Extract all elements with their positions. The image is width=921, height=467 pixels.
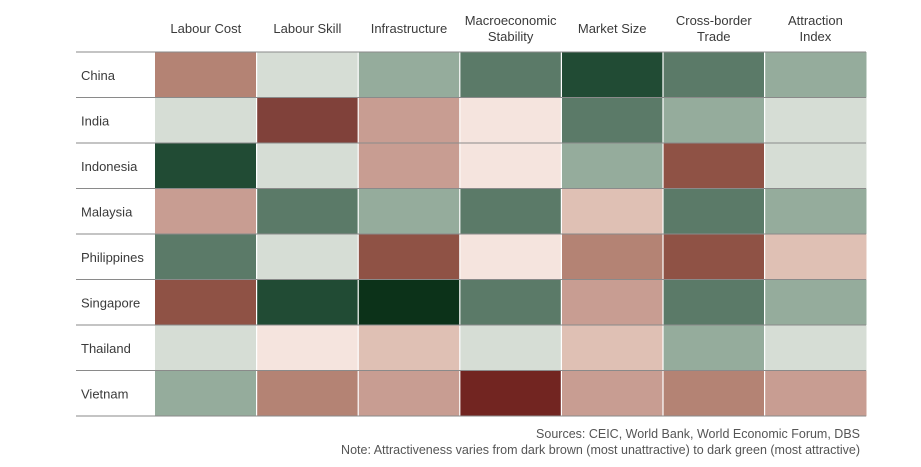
- row-label: Indonesia: [81, 159, 138, 174]
- heatmap-cell: [155, 234, 257, 280]
- chart-notes: Sources: CEIC, World Bank, World Economi…: [341, 426, 860, 458]
- column-header: Attraction Index: [788, 13, 843, 44]
- heatmap-cell: [459, 279, 562, 326]
- heatmap-cell: [561, 143, 664, 189]
- heatmap-cell: [764, 188, 867, 235]
- heatmap-cell: [459, 325, 562, 371]
- scale-note: Note: Attractiveness varies from dark br…: [341, 443, 860, 457]
- heatmap-cell: [256, 188, 359, 235]
- heatmap-cell: [155, 325, 257, 371]
- heatmap-cell: [358, 97, 461, 144]
- heatmap-cell: [155, 279, 257, 326]
- heatmap-cell: [155, 97, 257, 144]
- heatmap-cell: [256, 52, 359, 98]
- row-label: Thailand: [81, 341, 131, 356]
- heatmap-cell: [256, 370, 359, 417]
- heatmap-cell: [561, 52, 664, 98]
- attractiveness-heatmap: Labour Cost Labour Skill Infrastructure Mac…: [76, 13, 867, 417]
- heatmap-cell: [561, 188, 664, 235]
- heatmap-cell: [256, 279, 359, 326]
- heatmap-cell: [155, 188, 257, 235]
- sources-note: Sources: CEIC, World Bank, World Economi…: [536, 427, 860, 441]
- heatmap-cell: [358, 370, 461, 417]
- heatmap-cell: [155, 370, 257, 417]
- heatmap-cell: [663, 97, 765, 144]
- heatmap-cell: [764, 325, 867, 371]
- heatmap-cell: [155, 143, 257, 189]
- heatmap-cell: [358, 52, 461, 98]
- heatmap-cell: [459, 370, 562, 417]
- heatmap-cell: [358, 188, 461, 235]
- heatmap-cell: [663, 188, 765, 235]
- heatmap-cell: [663, 370, 765, 417]
- column-header: Labour Skill: [273, 21, 341, 36]
- heatmap-cell: [561, 370, 664, 417]
- heatmap-cell: [459, 234, 562, 280]
- heatmap-cell: [155, 52, 257, 98]
- heatmap-cell: [663, 143, 765, 189]
- heatmap-cell: [764, 143, 867, 189]
- heatmap-cell: [561, 325, 664, 371]
- heatmap-cell: [256, 97, 359, 144]
- row-label: Singapore: [81, 295, 140, 310]
- column-header: Macroeconomic Stability: [465, 13, 557, 44]
- heatmap-cell: [561, 97, 664, 144]
- row-label: Philippines: [81, 250, 144, 265]
- heatmap-cell: [459, 97, 562, 144]
- row-label: Vietnam: [81, 386, 128, 401]
- heatmap-cell: [459, 52, 562, 98]
- heatmap-cell: [459, 143, 562, 189]
- heatmap-cell: [663, 234, 765, 280]
- heatmap-cell: [764, 234, 867, 280]
- column-header: Cross-border Trade: [676, 13, 753, 44]
- row-label: Malaysia: [81, 204, 133, 219]
- heatmap-cell: [663, 52, 765, 98]
- heatmap-cell: [358, 279, 461, 326]
- row-label: China: [81, 68, 116, 83]
- column-header: Labour Cost: [170, 21, 241, 36]
- heatmap-cell: [256, 234, 359, 280]
- heatmap-cell: [256, 143, 359, 189]
- column-header: Market Size: [578, 21, 647, 36]
- heatmap-cell: [561, 234, 664, 280]
- heatmap-cell: [358, 325, 461, 371]
- heatmap-cell: [358, 234, 461, 280]
- heatmap-cell: [561, 279, 664, 326]
- heatmap-cell: [256, 325, 359, 371]
- heatmap-cell: [764, 370, 867, 417]
- row-label: India: [81, 113, 110, 128]
- heatmap-cell: [764, 52, 867, 98]
- column-header: Infrastructure: [371, 21, 448, 36]
- heatmap-cell: [764, 97, 867, 144]
- heatmap-cell: [663, 325, 765, 371]
- heatmap-cell: [663, 279, 765, 326]
- heatmap-cell: [764, 279, 867, 326]
- heatmap-cell: [358, 143, 461, 189]
- heatmap-cell: [459, 188, 562, 235]
